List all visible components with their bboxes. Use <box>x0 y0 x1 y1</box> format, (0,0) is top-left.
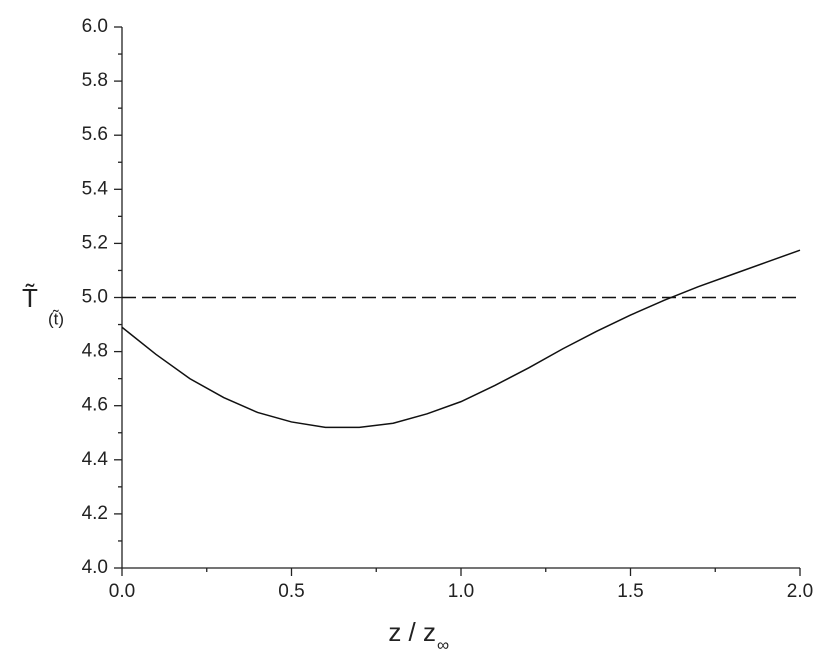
x-tick-label: 2.0 <box>787 581 813 602</box>
x-tick-label: 0.5 <box>278 581 304 602</box>
y-tick-label: 5.2 <box>82 232 108 253</box>
y-tick-label: 6.0 <box>82 16 108 37</box>
x-axis-label: z / z <box>388 617 436 647</box>
x-tick-label: 0.0 <box>109 581 135 602</box>
y-axis-label: T̃ <box>22 283 38 313</box>
x-tick-label: 1.0 <box>448 581 474 602</box>
y-tick-label: 4.2 <box>82 503 108 524</box>
y-tick-label: 5.4 <box>82 178 109 199</box>
y-tick-label: 4.8 <box>82 341 108 362</box>
y-tick-label: 4.0 <box>82 557 108 578</box>
y-tick-label: 5.8 <box>82 70 108 91</box>
y-tick-label: 5.0 <box>82 287 108 308</box>
y-axis-label-subscript: (t̃) <box>48 309 64 328</box>
data-line <box>121 249 801 429</box>
y-tick-label: 4.6 <box>82 395 108 416</box>
y-tick-label: 5.6 <box>82 124 108 145</box>
x-tick-label: 1.5 <box>617 581 643 602</box>
y-tick-label: 4.4 <box>82 449 109 470</box>
x-axis-label-subscript: ∞ <box>437 635 449 654</box>
